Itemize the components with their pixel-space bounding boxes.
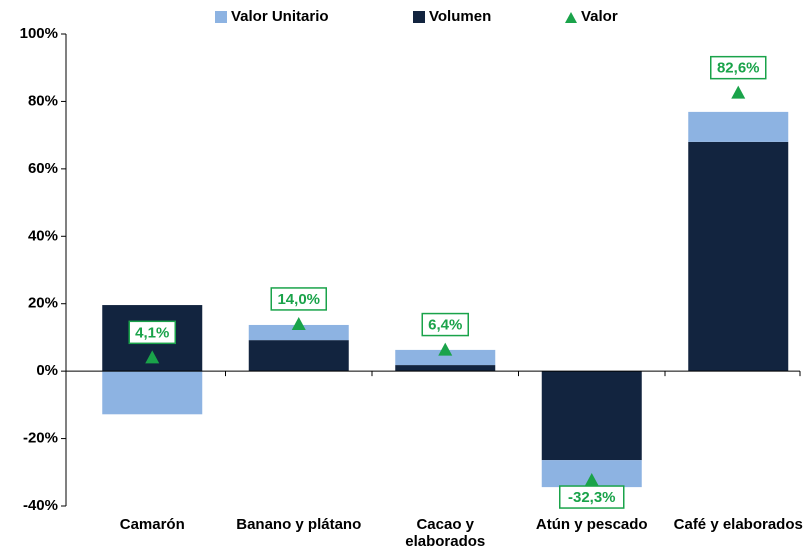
data-label-box	[559, 485, 625, 509]
bar	[688, 111, 789, 142]
bar	[102, 371, 203, 415]
bar	[688, 141, 789, 372]
y-tick-label: 20%	[28, 295, 58, 312]
x-tick-label: Banano y plátano	[236, 516, 362, 533]
legend-marker	[565, 12, 577, 23]
legend-label: Valor	[581, 8, 618, 25]
bar	[395, 349, 496, 366]
data-label: 82,6%	[717, 60, 760, 77]
legend-label: Valor Unitario	[231, 8, 329, 25]
y-tick-label: 80%	[28, 92, 58, 109]
data-label: 6,4%	[428, 317, 462, 334]
y-tick-label: 40%	[28, 227, 58, 244]
data-label: -32,3%	[568, 489, 616, 506]
bar	[248, 340, 349, 372]
y-tick-label: 0%	[36, 362, 58, 379]
bar	[541, 371, 642, 461]
valor-marker	[438, 342, 453, 356]
x-tick-label: Camarón	[119, 516, 185, 533]
x-tick-label: Café y elaborados	[673, 516, 803, 533]
valor-marker	[731, 85, 746, 99]
data-label: 4,1%	[135, 324, 169, 341]
y-tick-label: 100%	[20, 25, 58, 42]
valor-marker	[584, 473, 599, 487]
y-tick-label: 60%	[28, 160, 58, 177]
data-label: 14,0%	[277, 291, 320, 308]
valor-marker	[291, 316, 306, 330]
data-label-box	[128, 320, 176, 345]
legend-marker	[413, 11, 425, 23]
data-label-box	[270, 287, 327, 311]
valor-marker	[145, 350, 160, 364]
x-tick-label: Atún y pescado	[535, 516, 648, 533]
y-tick-label: -40%	[23, 497, 58, 514]
data-label-box	[421, 312, 469, 337]
bar	[248, 324, 349, 341]
legend-label: Volumen	[429, 8, 491, 25]
legend-marker	[215, 11, 227, 23]
x-tick-label: Cacao y elaborados	[405, 516, 486, 550]
data-label-box	[710, 55, 767, 80]
bar	[395, 365, 496, 372]
y-tick-label: -20%	[23, 430, 58, 447]
